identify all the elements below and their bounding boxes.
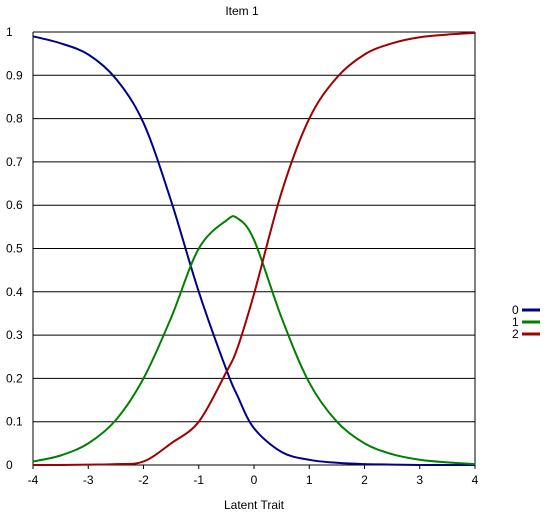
x-tick-label: 1: [306, 473, 313, 487]
tick-labels: 0 0.1 0.2 0.3 0.4 0.5 0.6 0.7 0.8 0.9 1 -4 -3 -2 -1 0 1 2…: [6, 25, 479, 487]
y-tick-label: 0.5: [6, 242, 23, 256]
chart-title: Item 1: [225, 4, 259, 18]
axes: [32, 32, 476, 469]
x-tick-label: 2: [361, 473, 368, 487]
y-tick-label: 1: [6, 25, 13, 39]
x-tick-label: 3: [416, 473, 423, 487]
series-line-2: [32, 31, 476, 467]
x-tick-label: -2: [138, 473, 149, 487]
grid-lines: [33, 31, 475, 466]
legend-label-2: 2: [512, 327, 519, 341]
y-tick-label: 0.7: [6, 155, 23, 169]
legend-label-0: 0: [512, 303, 519, 317]
x-tick-label: -3: [83, 473, 94, 487]
y-tick-label: 0.9: [6, 68, 23, 82]
legend-label-1: 1: [512, 315, 519, 329]
y-tick-label: 0.6: [6, 198, 23, 212]
y-tick-label: 0.1: [6, 415, 23, 429]
series-line-1: [32, 215, 476, 466]
x-axis-label: Latent Trait: [224, 498, 285, 512]
series-lines: [32, 31, 476, 467]
x-tick-label: -1: [193, 473, 204, 487]
y-tick-label: 0.8: [6, 112, 23, 126]
y-tick-label: 0: [6, 458, 13, 472]
y-tick-label: 0.3: [6, 328, 23, 342]
x-tick-label: 0: [251, 473, 258, 487]
y-tick-label: 0.2: [6, 371, 23, 385]
series-line-0: [32, 35, 475, 467]
x-tick-label: -4: [28, 473, 39, 487]
legend: 012: [512, 303, 540, 341]
x-tick-label: 4: [472, 473, 479, 487]
y-tick-label: 0.4: [6, 285, 23, 299]
